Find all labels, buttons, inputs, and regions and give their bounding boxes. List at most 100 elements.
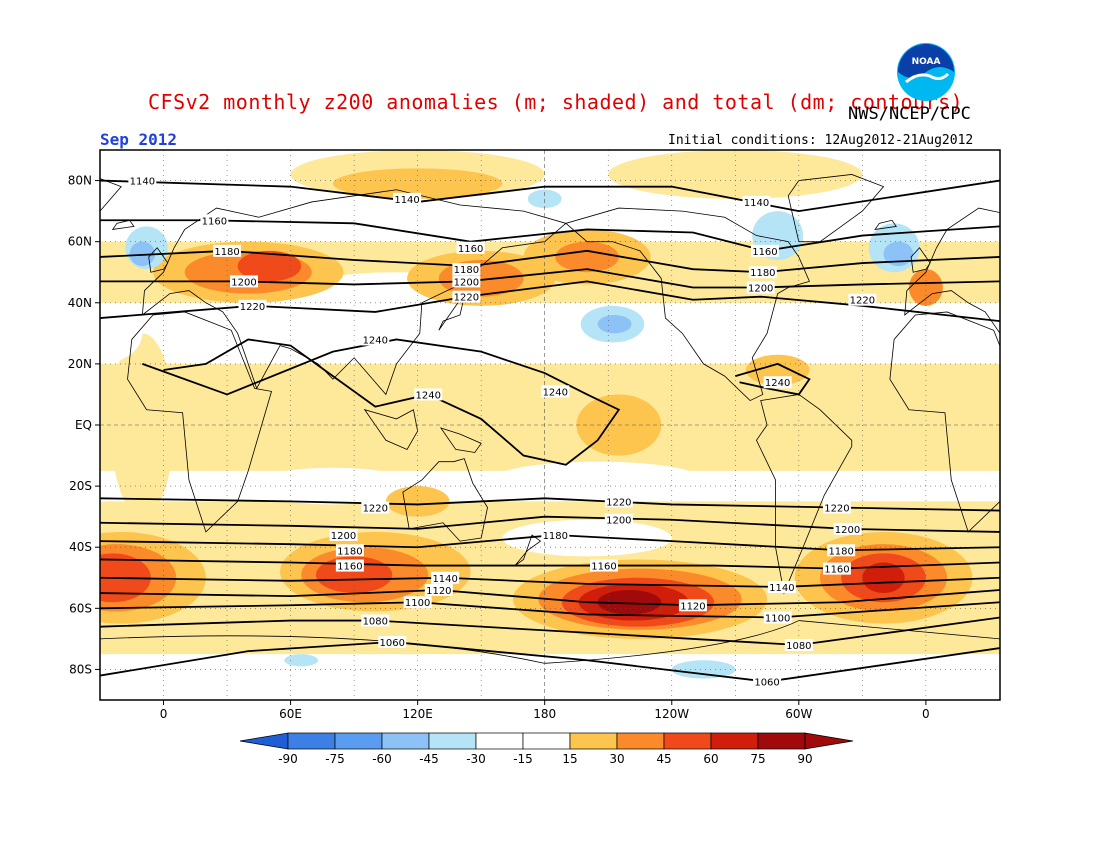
contour-label-bg (424, 584, 453, 596)
contour-label-text: 1080 (786, 641, 811, 652)
contour-label-text: 1200 (331, 531, 356, 542)
positive-anomaly-30 (745, 354, 810, 386)
x-tick-label: 60E (279, 707, 302, 721)
y-tick-label: 20N (68, 357, 92, 371)
x-tick-label: 60W (785, 707, 812, 721)
contour-label-text: 1160 (824, 565, 849, 576)
colorbar-swatch (663, 732, 712, 750)
y-tick-label: 60S (69, 601, 92, 615)
contour-label-bg (748, 266, 777, 279)
colorbar-label: 15 (562, 752, 577, 766)
contour-label-text: 1200 (231, 277, 256, 288)
contour-label-text: 1140 (432, 574, 457, 585)
positive-anomaly-60 (316, 556, 393, 594)
colorbar-label: -90 (278, 752, 298, 766)
contour-label-text: 1220 (454, 293, 479, 304)
contour-label-text: 1240 (543, 387, 568, 398)
contour-label: 1200 (230, 275, 258, 288)
contour-label: 1120 (424, 584, 453, 597)
colorbar-swatch (522, 732, 571, 750)
negative-anomaly-30 (527, 189, 562, 209)
negative-anomaly-45 (883, 241, 914, 267)
contour-label-bg (335, 559, 364, 572)
contour-label-bg (604, 513, 633, 526)
contour-label-text: 1240 (416, 390, 441, 401)
colorbar-label: 75 (750, 752, 765, 766)
height-contour (100, 601, 1000, 619)
contour-label-text: 1140 (769, 583, 794, 594)
agency-label: NWS/NCEP/CPC (848, 104, 971, 124)
contour-label-text: 1140 (744, 198, 769, 209)
colorbar-label: 45 (656, 752, 671, 766)
noaa-logo-icon: NOAA (897, 43, 955, 101)
contour-label: 1180 (213, 244, 242, 258)
colorbar-swatch (757, 732, 806, 750)
negative-anomaly-45 (129, 241, 156, 267)
contour-label-text: 1160 (337, 562, 362, 573)
contour-label-bg (128, 174, 157, 187)
contour-label-text: 1100 (405, 598, 430, 609)
colorbar-swatch (287, 732, 336, 750)
contour-label: 1220 (604, 495, 633, 508)
contour-label-text: 1180 (750, 268, 775, 279)
colorbar: -90 -75 -60 -45 -30 -15 15 30 45 60 75 90 (239, 732, 854, 766)
contour-label-text: 1060 (380, 638, 405, 649)
positive-anomaly-75 (862, 562, 905, 594)
contour-label: 1160 (590, 559, 618, 573)
contour-label-text: 1240 (363, 335, 388, 346)
y-tick-label: 20S (69, 479, 92, 493)
contour-label-bg (335, 544, 364, 557)
coastlines (100, 174, 1000, 664)
contour-label: 1240 (763, 376, 792, 389)
height-contour (100, 249, 1000, 274)
contour-label: 1180 (335, 544, 364, 557)
colorbar-swatch (616, 732, 665, 750)
contour-label-text: 1120 (426, 586, 451, 597)
contour-label-text: 1080 (363, 617, 388, 628)
height-contour (100, 576, 1000, 588)
contour-label-text: 1220 (850, 296, 875, 307)
height-contour (100, 616, 1000, 646)
contour-label-text: 1220 (824, 504, 849, 515)
coastline (756, 394, 853, 595)
coastline (402, 458, 488, 542)
contour-label: 1100 (763, 611, 792, 625)
y-tick-label: EQ (75, 418, 92, 432)
height-contour (100, 179, 1000, 213)
colorbar-left-arrow (239, 732, 289, 750)
y-tick-label: 40S (69, 540, 92, 554)
x-tick-label: 120W (654, 707, 689, 721)
contour-label: 1160 (200, 214, 229, 227)
contour-label: 1240 (361, 333, 390, 346)
contour-label-bg (784, 639, 813, 651)
contour-label: 1200 (604, 513, 633, 527)
contour-label-text: 1220 (363, 504, 388, 515)
contour-label-text: 1220 (606, 497, 631, 508)
negative-anomaly-45 (597, 315, 632, 334)
height-contour-1240 (142, 338, 621, 466)
height-contour (100, 589, 1000, 607)
contour-label-bg (238, 299, 267, 312)
positive-anomaly-45 (908, 269, 943, 306)
colorbar-label: -75 (325, 752, 345, 766)
contour-label-text: 1180 (337, 546, 362, 557)
y-tick-label: 40N (68, 296, 92, 310)
contour-label-bg (329, 529, 358, 541)
contour-label-bg (767, 580, 796, 593)
contour-label-bg (452, 275, 481, 288)
y-tick-label: 80S (69, 662, 92, 676)
contour-label-bg (431, 571, 460, 584)
contour-label-bg (833, 522, 862, 535)
contour-label: 1160 (750, 244, 779, 258)
contour-label-text: 1060 (754, 678, 779, 689)
contour-label-bg (213, 244, 242, 257)
arctic-positive-blob (608, 150, 863, 199)
contour-label-text: 1160 (202, 216, 227, 227)
y-tick-label: 60N (68, 235, 92, 249)
contour-label: 1160 (335, 559, 364, 573)
contour-label-text: 1200 (454, 277, 479, 288)
x-tick-label: 120E (402, 707, 433, 721)
contour-label-bg (848, 293, 877, 306)
coastline (438, 295, 465, 331)
